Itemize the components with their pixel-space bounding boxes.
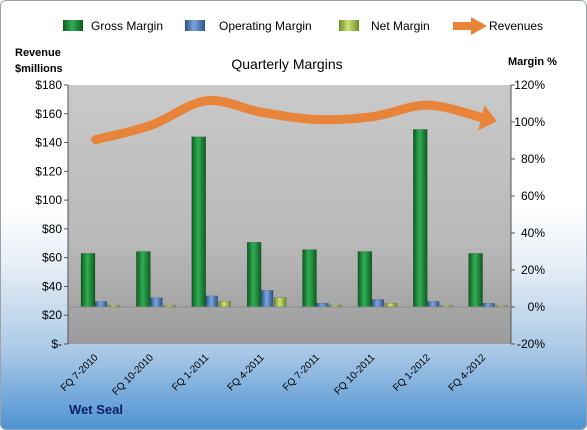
net-margin-bar — [273, 297, 287, 308]
left-axis-label-line-2: $millions — [15, 63, 63, 75]
right-tick-label: 0% — [528, 300, 546, 314]
left-tick-label: $20 — [42, 308, 62, 322]
left-tick-label: $180 — [35, 78, 62, 92]
operating-margin-bar — [94, 301, 108, 308]
right-tick-label: 40% — [521, 226, 545, 240]
gross-margin-bar — [191, 136, 206, 308]
gross-margin-bar — [246, 242, 262, 308]
plot-area — [68, 85, 511, 344]
operating-margin-bar — [260, 290, 274, 308]
right-tick-label: -20% — [517, 337, 545, 351]
right-axis-label: Margin % — [508, 56, 557, 68]
gross-margin-bar — [468, 253, 483, 308]
operating-margin-bar — [371, 299, 385, 308]
net-margin-bar — [218, 301, 231, 308]
gross-margin-bar — [357, 251, 373, 308]
left-tick-label: $140 — [35, 136, 62, 150]
operating-margin-bar — [150, 297, 163, 308]
right-tick-label: 20% — [521, 263, 545, 277]
category-label: FQ 4-2012 — [447, 352, 489, 394]
revenues-point — [205, 99, 208, 102]
left-tick-label: $160 — [35, 107, 62, 121]
bars-layer — [80, 129, 508, 308]
gross-margin-bar — [302, 249, 317, 308]
chart-title: Quarterly Margins — [231, 56, 342, 72]
category-label: FQ 1-2011 — [170, 352, 211, 393]
left-tick-label: $- — [51, 337, 62, 351]
revenues-point — [316, 118, 319, 121]
revenues-point — [371, 115, 374, 118]
right-tick-label: 80% — [521, 152, 545, 166]
right-tick-label: 120% — [514, 78, 545, 92]
left-tick-label: $100 — [35, 193, 62, 207]
revenue-line-layer — [91, 96, 497, 145]
operating-margin-bar — [482, 303, 495, 308]
left-tick-label: $60 — [42, 251, 62, 265]
gross-margin-bar — [413, 129, 428, 308]
net-margin-bar — [384, 303, 398, 308]
right-tick-label: 60% — [521, 189, 545, 203]
gross-margin-bar — [80, 253, 96, 308]
legend-swatch-operating-margin — [185, 20, 205, 31]
revenues-line — [91, 96, 488, 145]
legend-swatch-gross-margin — [63, 20, 83, 31]
revenues-point — [260, 111, 263, 114]
legend-label-net-margin: Net Margin — [371, 19, 430, 33]
legend-label-revenues: Revenues — [489, 19, 543, 33]
left-axis-label-line-1: Revenue — [15, 47, 61, 59]
revenues-arrowhead — [478, 104, 497, 131]
revenues-point — [94, 138, 97, 141]
revenues-point — [426, 104, 429, 107]
legend-label-gross-margin: Gross Margin — [91, 19, 163, 33]
category-label: FQ 7-2010 — [59, 352, 101, 394]
revenues-point — [482, 117, 485, 120]
right-tick-label: 100% — [514, 115, 545, 129]
left-tick-label: $40 — [42, 279, 62, 293]
category-label: FQ 4-2011 — [226, 352, 267, 393]
operating-margin-bar — [316, 303, 329, 308]
category-label: FQ 7-2011 — [281, 352, 322, 393]
left-tick-label: $120 — [35, 164, 62, 178]
legend-arrowhead-revenues — [471, 17, 487, 35]
legend-swatch-net-margin — [339, 20, 359, 31]
gross-margin-bar — [136, 251, 151, 308]
operating-margin-bar — [427, 301, 440, 308]
category-label: FQ 1-2012 — [391, 352, 433, 394]
category-label: FQ 10-2010 — [110, 352, 156, 398]
revenues-point — [150, 124, 153, 127]
category-label: FQ 10-2011 — [332, 352, 377, 397]
company-name: Wet Seal — [69, 402, 123, 417]
legend: Gross Margin Operating Margin Net Margin… — [63, 17, 543, 35]
operating-margin-bar — [205, 295, 218, 308]
legend-label-operating-margin: Operating Margin — [219, 19, 312, 33]
left-tick-label: $80 — [42, 222, 62, 236]
